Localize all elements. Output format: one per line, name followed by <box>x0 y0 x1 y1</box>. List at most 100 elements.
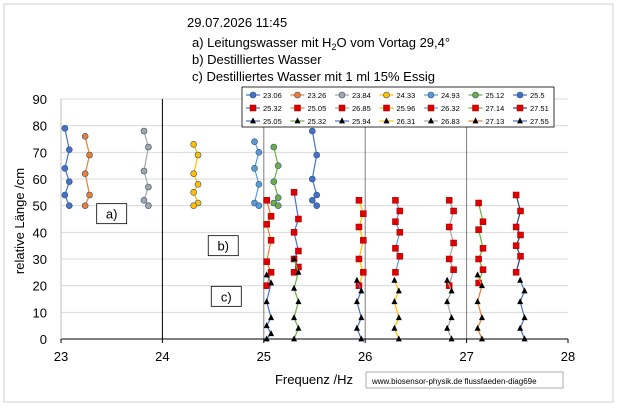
data-point <box>190 170 197 177</box>
series-c-26-31 <box>391 276 402 342</box>
legend-label: 23.26 <box>308 91 327 100</box>
data-point <box>270 143 278 151</box>
legend-label: 23.06 <box>263 91 282 100</box>
data-point <box>517 231 524 239</box>
data-point <box>396 229 404 236</box>
series-a-23-06 <box>61 125 73 209</box>
x-axis-label: Frequenz /Hz <box>275 372 353 387</box>
legend-label: 25.05 <box>263 117 282 126</box>
y-tick-label: 70 <box>33 145 47 160</box>
data-point <box>81 170 89 177</box>
title-h2o-o: O <box>336 35 346 50</box>
data-point <box>140 197 148 204</box>
data-point <box>250 117 256 124</box>
data-point <box>294 91 301 99</box>
x-tick-label: 25 <box>257 349 271 364</box>
data-point <box>194 151 202 159</box>
data-point <box>251 138 258 145</box>
legend-label: 25.32 <box>308 117 327 126</box>
data-point <box>267 213 275 220</box>
legend-entry: 27.51 <box>513 104 549 113</box>
annotation-text: b) <box>217 239 229 254</box>
annotation-b: b) <box>207 235 239 257</box>
title-h2o-subscript: 2 <box>331 42 336 52</box>
data-point <box>61 191 69 199</box>
legend-entry: 26.85 <box>335 104 371 113</box>
data-point <box>291 284 298 291</box>
data-point <box>427 91 435 99</box>
legend-entry: 24.33 <box>379 91 415 100</box>
data-point <box>512 242 520 249</box>
data-point <box>290 189 298 196</box>
data-point <box>140 167 148 175</box>
legend-entry: 25.32 <box>246 104 282 113</box>
legend-label: 24.93 <box>441 91 460 100</box>
y-tick-label: 90 <box>33 92 47 107</box>
data-point <box>517 324 524 331</box>
data-point <box>353 298 360 305</box>
data-point <box>391 324 398 331</box>
title-line-a: a) Leitungswasser mit H2O vom Vortag 29,… <box>192 35 450 52</box>
data-point <box>445 255 453 263</box>
legend-label: 26.31 <box>397 117 416 126</box>
data-point <box>263 282 270 289</box>
data-point <box>475 199 482 207</box>
series-a-23-26 <box>81 133 93 209</box>
series-c-27-13 <box>474 271 485 342</box>
data-point <box>338 91 346 99</box>
data-point <box>474 298 481 305</box>
data-point <box>427 104 435 112</box>
data-point <box>263 271 270 278</box>
data-point <box>190 189 197 196</box>
title-line-b: b) Destilliertes Wasser <box>192 52 322 67</box>
series-c-25-32 <box>291 255 302 342</box>
series-b-26-85 <box>445 197 457 289</box>
data-point <box>383 104 390 112</box>
data-point <box>291 255 298 262</box>
data-point <box>294 104 301 112</box>
data-point <box>448 287 455 294</box>
data-point <box>251 165 258 172</box>
data-point <box>395 335 402 342</box>
legend-label: 25.05 <box>308 104 327 113</box>
y-tick-label: 50 <box>33 199 47 214</box>
data-point <box>61 165 69 172</box>
annotation-a: a) <box>96 203 128 225</box>
data-point <box>392 245 399 252</box>
series-a-25-12 <box>270 143 282 209</box>
legend-entry: 26.32 <box>424 104 460 113</box>
y-tick-label: 20 <box>33 279 47 294</box>
data-point <box>475 255 482 263</box>
data-point <box>391 298 398 305</box>
data-point <box>392 269 399 276</box>
data-point <box>274 162 282 169</box>
annotation-text: a) <box>106 207 118 222</box>
title-line-c: c) Destilliertes Wasser mit 1 ml 15% Ess… <box>192 69 435 84</box>
data-point <box>391 276 398 283</box>
data-point <box>263 221 270 228</box>
data-point <box>61 125 69 132</box>
legend-entry: 25.05 <box>290 104 327 113</box>
data-point <box>450 207 457 215</box>
axes: 23 24 25 26 27 28 0 10 20 30 40 50 60 70 80 90 <box>33 92 576 364</box>
annotation-c: c) <box>210 285 242 307</box>
data-point <box>295 268 302 275</box>
legend-entry: 25.5 <box>513 91 545 100</box>
data-point <box>353 276 360 283</box>
y-tick-label: 80 <box>33 119 47 134</box>
data-point <box>358 314 365 321</box>
data-point <box>86 151 93 159</box>
data-point <box>308 127 316 135</box>
data-point <box>295 324 302 331</box>
frequency-divider-lines <box>161 99 468 339</box>
data-point <box>358 335 365 342</box>
data-point <box>267 269 275 276</box>
data-point <box>450 266 457 273</box>
data-point <box>517 276 524 283</box>
data-point <box>444 324 451 331</box>
x-tick-label: 28 <box>561 349 575 364</box>
legend-entry: 23.06 <box>246 91 282 100</box>
legend-label: 27.13 <box>486 117 505 126</box>
y-tick-label: 40 <box>33 225 47 240</box>
data-point <box>145 183 152 191</box>
